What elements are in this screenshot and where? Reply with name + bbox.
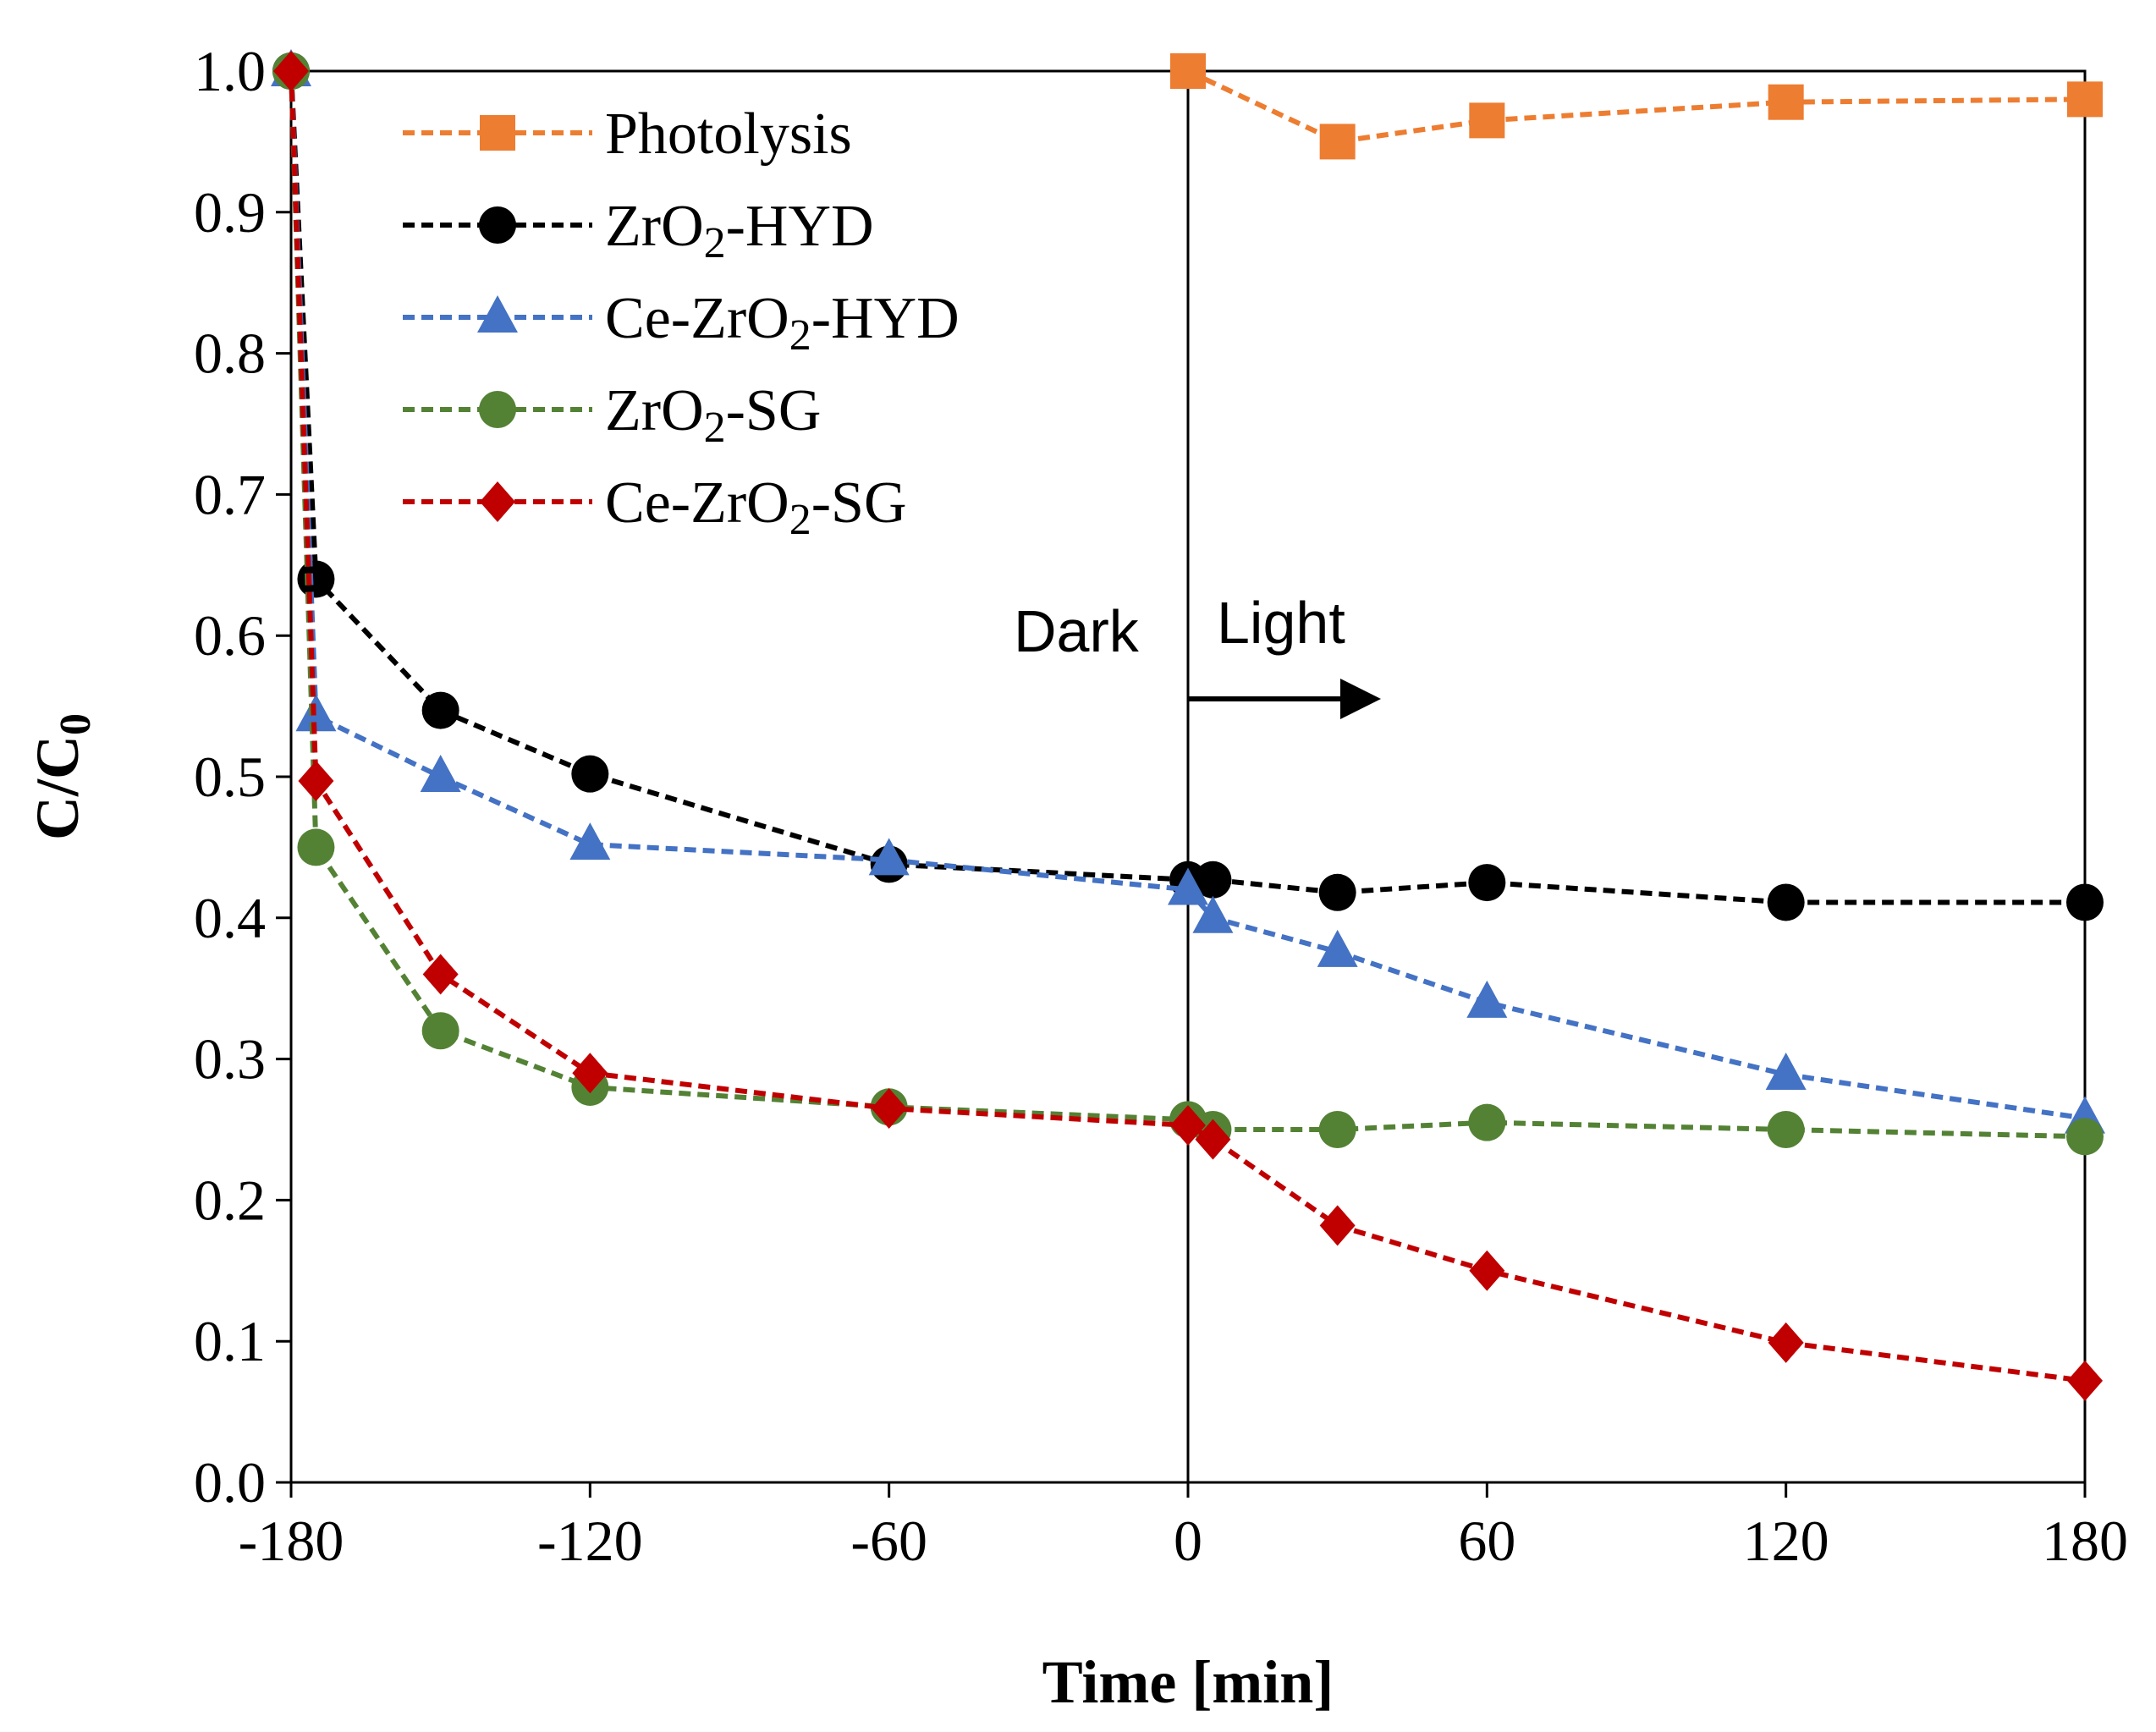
data-point-ce-zro2-hyd [1317, 929, 1358, 967]
data-point-ce-zro2-sg [2067, 1360, 2103, 1401]
legend-label-part: -HYD [726, 194, 874, 259]
data-point-ce-zro2-hyd [1168, 867, 1208, 905]
data-point-photolysis [1469, 102, 1505, 139]
data-point-zro2-hyd [1318, 873, 1356, 911]
legend-marker-photolysis [480, 115, 515, 151]
x-tick-label: -60 [850, 1509, 927, 1573]
legend-item-zro2-hyd: ZrO2-HYD [403, 194, 874, 267]
data-point-photolysis [2067, 81, 2103, 118]
series-photolysis [1170, 53, 2103, 160]
data-point-ce-zro2-sg [1469, 1250, 1505, 1291]
legend-label-part: -HYD [811, 286, 960, 351]
data-point-photolysis [1768, 84, 1804, 120]
y-tick-label: 0.6 [194, 603, 266, 668]
x-axis-title: Time [min] [1042, 1648, 1334, 1716]
y-tick-label: 0.1 [194, 1309, 266, 1373]
data-point-ce-zro2-sg [572, 1053, 608, 1094]
data-point-photolysis [1319, 124, 1356, 160]
y-axis-title-subscript: 0 [52, 713, 100, 735]
legend-label-part: -SG [811, 470, 907, 536]
light-arrow-head [1340, 679, 1381, 719]
y-tick-label: 0.5 [194, 745, 266, 809]
data-point-ce-zro2-sg [422, 954, 459, 995]
data-point-ce-zro2-sg [1195, 1119, 1231, 1160]
data-point-zro2-sg [421, 1012, 459, 1050]
legend-item-ce-zro2-sg: Ce-ZrO2-SG [403, 470, 907, 544]
data-point-ce-zro2-sg [1768, 1322, 1804, 1363]
legend-marker-ce-zro2-sg [480, 481, 515, 522]
y-tick-label: 0.0 [194, 1450, 266, 1515]
light-label: Light [1217, 590, 1345, 656]
y-tick-label: 0.7 [194, 462, 266, 526]
x-tick-label: 0 [1174, 1509, 1202, 1573]
legend-marker-ce-zro2-hyd [477, 295, 518, 333]
legend-label-part: 2 [789, 311, 811, 360]
data-point-zro2-sg [1767, 1111, 1805, 1148]
x-tick-label: 180 [2042, 1509, 2128, 1573]
series-group [271, 49, 2105, 1401]
legend-label-ce-zro2-hyd: Ce-ZrO2-HYD [605, 286, 960, 360]
data-point-zro2-sg [297, 828, 335, 866]
series-line-photolysis [1186, 69, 2086, 145]
data-point-zro2-sg [2066, 1118, 2104, 1156]
legend-label-part: 2 [789, 496, 811, 544]
data-point-ce-zro2-sg [1319, 1205, 1356, 1246]
legend-label-photolysis: Photolysis [605, 102, 852, 167]
data-point-ce-zro2-hyd [868, 838, 910, 876]
legend-label-part: Photolysis [605, 102, 852, 167]
data-point-zro2-hyd [1194, 861, 1232, 899]
legend-item-ce-zro2-hyd: Ce-ZrO2-HYD [403, 286, 960, 360]
legend-label-part: 2 [704, 219, 726, 267]
legend-label-part: 2 [704, 404, 726, 452]
data-point-ce-zro2-sg [298, 761, 334, 802]
data-point-zro2-hyd [2066, 883, 2104, 921]
legend-label-part: ZrO [605, 378, 704, 443]
legend-item-photolysis: Photolysis [403, 102, 852, 167]
data-point-ce-zro2-sg [871, 1087, 907, 1129]
legend-label-part: ZrO [605, 194, 704, 259]
data-point-zro2-hyd [421, 691, 459, 729]
legend-marker-zro2-hyd [479, 206, 516, 244]
y-tick-label: 0.8 [194, 322, 266, 386]
series-ce-zro2-sg [273, 51, 2103, 1401]
legend-label-part: Ce-ZrO [605, 286, 789, 351]
data-point-ce-zro2-hyd [1466, 980, 1508, 1018]
data-point-ce-zro2-hyd [1192, 895, 1234, 933]
x-tick-label: -180 [239, 1509, 344, 1573]
data-point-zro2-hyd [1468, 864, 1506, 902]
legend-label-part: Ce-ZrO [605, 470, 789, 536]
legend-marker-zro2-sg [479, 391, 516, 428]
y-tick-label: 0.3 [194, 1027, 266, 1091]
x-tick-label: -120 [537, 1509, 643, 1573]
legend-label-ce-zro2-sg: Ce-ZrO2-SG [605, 470, 907, 544]
x-tick-label: 60 [1458, 1509, 1515, 1573]
data-point-zro2-hyd [571, 755, 609, 793]
data-point-ce-zro2-sg [1170, 1104, 1206, 1146]
y-axis-title: C/C0 [24, 713, 100, 840]
data-point-ce-zro2-hyd [1765, 1052, 1807, 1090]
dark-label: Dark [1014, 598, 1140, 664]
data-point-zro2-hyd [1767, 883, 1805, 921]
legend-item-zro2-sg: ZrO2-SG [403, 378, 821, 452]
data-point-photolysis [1170, 53, 1206, 89]
data-point-zro2-hyd [297, 560, 335, 598]
y-tick-label: 0.2 [194, 1168, 266, 1232]
data-point-ce-zro2-sg [273, 51, 309, 91]
data-point-zro2-sg [1468, 1103, 1506, 1141]
y-tick-label: 1.0 [194, 39, 266, 103]
x-tick-label: 120 [1743, 1509, 1829, 1573]
data-point-zro2-sg [1318, 1111, 1356, 1148]
y-tick-label: 0.9 [194, 180, 266, 245]
legend: PhotolysisZrO2-HYDCe-ZrO2-HYDZrO2-SGCe-Z… [403, 102, 960, 544]
legend-label-zro2-sg: ZrO2-SG [605, 378, 821, 452]
legend-label-part: -SG [726, 378, 822, 443]
axis-ticks: -180 -120 -60 0 60 120 180 0.0 0.1 0.2 0.3 0.4 0.5 0.… [194, 39, 2128, 1573]
legend-label-zro2-hyd: ZrO2-HYD [605, 194, 874, 267]
data-point-ce-zro2-hyd [420, 755, 461, 792]
data-point-ce-zro2-hyd [569, 822, 611, 861]
y-tick-label: 0.4 [194, 886, 266, 950]
y-axis-title-main: C/C [24, 735, 91, 840]
